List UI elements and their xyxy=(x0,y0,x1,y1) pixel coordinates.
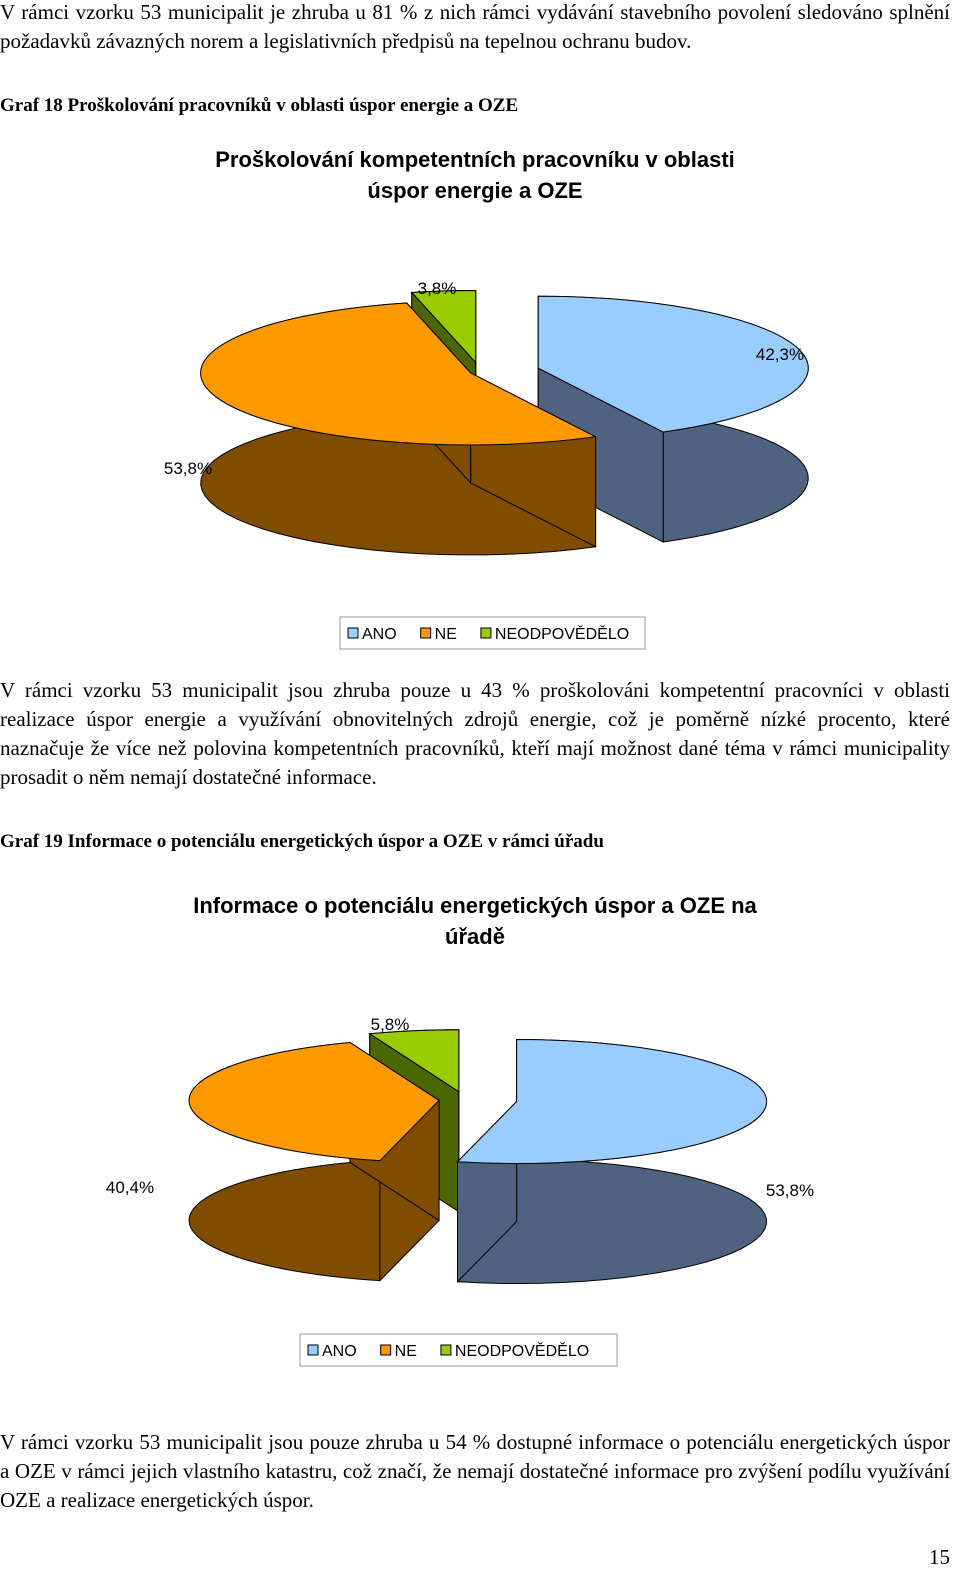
paragraph-intro: V rámci vzorku 53 municipalit je zhruba … xyxy=(0,0,950,53)
pie-slice-neodpovedelo xyxy=(410,289,477,364)
pie-slice-ano xyxy=(537,295,809,433)
pie-slice-ne xyxy=(188,1041,440,1162)
pie-chart-training: Proškolování kompetentních pracovníku v … xyxy=(140,140,810,660)
legend-swatch xyxy=(380,1344,392,1356)
pie-slice-ano xyxy=(456,1039,768,1165)
pie-chart-svg: 53,8% 40,4% 5,8% ANO NE NEODPOVĚDĚLO xyxy=(106,1015,814,1367)
figure-caption-18: Graf 18 Proškolování pracovníků v oblast… xyxy=(0,95,519,116)
pie-chart-svg: 42,3% 53,8% 3,8% ANO NE NEODPOVĚDĚLO xyxy=(164,279,809,650)
legend-item-ne: NE xyxy=(420,626,457,643)
legend-swatch xyxy=(440,1344,452,1356)
legend-label: NE xyxy=(435,626,457,643)
data-label-ano: 53,8% xyxy=(766,1181,814,1200)
legend-label: NEODPOVĚDĚLO xyxy=(455,1341,589,1360)
legend-label: ANO xyxy=(362,626,397,643)
figure-caption-19: Graf 19 Informace o potenciálu energetic… xyxy=(0,831,604,852)
legend-swatch xyxy=(420,627,432,639)
chart-legend: ANO NE NEODPOVĚDĚLO xyxy=(339,616,646,650)
chart-legend: ANO NE NEODPOVĚDĚLO xyxy=(299,1333,618,1367)
legend-swatch xyxy=(347,627,359,639)
legend-label: ANO xyxy=(322,1343,357,1360)
paragraph-training: V rámci vzorku 53 municipalit jsou zhrub… xyxy=(0,678,950,789)
legend-item-ano: ANO xyxy=(307,1343,357,1360)
data-label-ano: 42,3% xyxy=(756,345,804,364)
legend-label: NEODPOVĚDĚLO xyxy=(495,624,629,643)
data-label-neodpovedelo: 3,8% xyxy=(418,279,457,298)
legend-item-neodpovedelo: NEODPOVĚDĚLO xyxy=(480,624,629,643)
legend-swatch xyxy=(307,1344,319,1356)
legend-item-ne: NE xyxy=(380,1343,417,1360)
chart-title: Informace o potenciálu energetických úsp… xyxy=(193,893,757,949)
data-label-ne: 53,8% xyxy=(164,459,212,478)
paragraph-information: V rámci vzorku 53 municipalit jsou pouze… xyxy=(0,1430,950,1512)
pie-slice-neodpovedelo xyxy=(368,1029,460,1093)
legend-item-ano: ANO xyxy=(347,626,397,643)
page-number: 15 xyxy=(929,1545,950,1569)
legend-item-neodpovedelo: NEODPOVĚDĚLO xyxy=(440,1341,589,1360)
data-label-neodpovedelo: 5,8% xyxy=(371,1015,410,1034)
data-label-ne: 40,4% xyxy=(106,1178,154,1197)
legend-swatch xyxy=(480,627,492,639)
chart-title: Proškolování kompetentních pracovníku v … xyxy=(215,147,735,203)
legend-label: NE xyxy=(395,1343,417,1360)
pie-chart-information: Informace o potenciálu energetických úsp… xyxy=(95,878,855,1378)
pie-slice-ne xyxy=(200,302,598,446)
